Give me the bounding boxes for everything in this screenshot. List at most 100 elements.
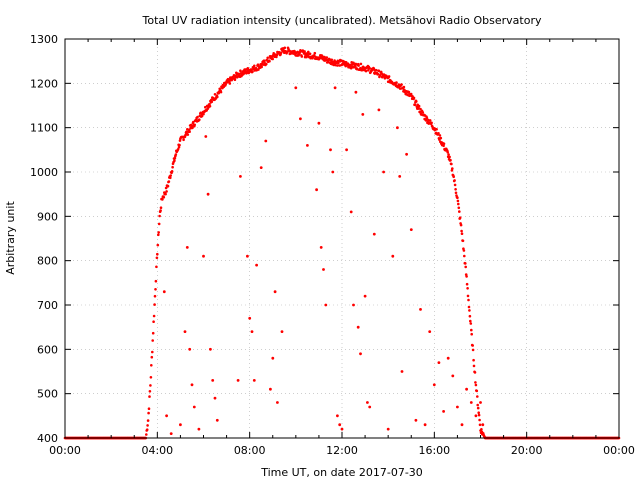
- data-point: [470, 332, 474, 336]
- data-point-outlier: [280, 330, 284, 333]
- data-point: [153, 303, 156, 306]
- data-point-outlier: [405, 152, 408, 156]
- data-point: [151, 350, 154, 354]
- data-point-outlier: [188, 347, 192, 351]
- y-tick-label: 700: [37, 299, 58, 312]
- data-point: [465, 282, 469, 286]
- data-point: [159, 209, 162, 212]
- data-point: [359, 62, 363, 66]
- data-point: [155, 265, 158, 269]
- data-point: [263, 59, 266, 63]
- data-point-outlier: [359, 352, 362, 356]
- data-point: [458, 216, 462, 219]
- data-point-outlier: [324, 303, 328, 307]
- data-point: [425, 116, 429, 120]
- x-tick-label: 00:00: [603, 444, 635, 457]
- data-point: [303, 50, 306, 53]
- data-point-outlier: [306, 144, 309, 147]
- data-point: [454, 188, 457, 191]
- data-point: [472, 358, 475, 362]
- data-point: [450, 162, 453, 166]
- data-point: [268, 60, 271, 63]
- data-point: [383, 77, 387, 80]
- data-point-outlier: [352, 303, 355, 307]
- data-point-outlier: [460, 423, 464, 427]
- data-point: [462, 249, 466, 252]
- x-tick-label: 04:00: [141, 444, 173, 457]
- data-point: [400, 83, 403, 86]
- data-point: [466, 287, 469, 290]
- data-point: [208, 104, 212, 108]
- data-point: [152, 314, 156, 318]
- data-point: [210, 100, 214, 104]
- data-point: [478, 418, 481, 422]
- data-point-outlier: [273, 290, 277, 294]
- data-point: [472, 364, 476, 368]
- data-point-outlier: [432, 383, 436, 387]
- data-point: [154, 288, 157, 291]
- data-point: [300, 55, 304, 58]
- data-point: [272, 52, 276, 55]
- data-point-outlier: [377, 108, 381, 112]
- data-point: [148, 390, 152, 393]
- x-tick-label: 20:00: [511, 444, 543, 457]
- data-point-outlier: [192, 405, 196, 409]
- data-point: [158, 214, 161, 218]
- data-point: [461, 239, 465, 243]
- data-point-outlier: [363, 294, 367, 298]
- y-tick-label: 1000: [30, 166, 58, 179]
- data-point: [354, 65, 357, 68]
- data-point: [174, 153, 178, 156]
- data-point: [152, 320, 155, 324]
- data-point: [421, 111, 425, 114]
- data-point-outlier: [451, 374, 455, 378]
- data-point-outlier: [255, 263, 258, 267]
- data-point: [169, 176, 172, 180]
- data-point: [464, 262, 467, 265]
- y-tick-label: 800: [37, 255, 58, 268]
- data-point-outlier: [169, 432, 173, 435]
- data-point-outlier: [252, 379, 256, 382]
- gridlines: [65, 39, 619, 438]
- y-tick-label: 500: [37, 388, 58, 401]
- data-point: [467, 298, 470, 302]
- data-point: [395, 81, 398, 84]
- chart-title: Total UV radiation intensity (uncalibrat…: [142, 14, 542, 27]
- data-point-outlier: [419, 308, 422, 311]
- data-point: [460, 232, 464, 235]
- data-point: [279, 51, 283, 54]
- data-point-outlier: [456, 405, 459, 409]
- data-point: [457, 206, 461, 210]
- data-point: [154, 279, 158, 283]
- data-point: [233, 78, 237, 81]
- y-tick-label: 1200: [30, 77, 58, 90]
- data-point-outlier: [331, 170, 335, 174]
- data-point: [302, 52, 306, 55]
- data-point: [453, 183, 457, 187]
- x-tick-label: 16:00: [418, 444, 450, 457]
- data-point-outlier: [319, 246, 323, 249]
- data-point: [219, 90, 223, 94]
- data-point-outlier: [317, 121, 321, 125]
- data-point: [165, 190, 168, 193]
- data-point: [265, 62, 268, 66]
- data-point-outlier: [299, 117, 302, 121]
- data-point-outlier: [333, 86, 337, 90]
- data-point: [357, 64, 360, 67]
- data-point: [469, 319, 472, 323]
- data-point-outlier: [215, 418, 219, 422]
- data-point: [473, 371, 477, 374]
- data-point-outlier: [398, 175, 402, 178]
- data-point-outlier: [361, 113, 365, 116]
- data-point-outlier: [356, 325, 360, 329]
- data-point: [451, 167, 454, 170]
- data-point-outlier: [474, 414, 478, 418]
- data-point: [402, 85, 406, 89]
- x-axis-label: Time UT, on date 2017-07-30: [260, 466, 423, 479]
- data-point-outlier: [206, 192, 210, 196]
- data-point-outlier: [349, 210, 353, 214]
- data-point: [169, 174, 172, 177]
- data-point: [376, 72, 380, 76]
- data-point: [148, 395, 151, 398]
- y-tick-label: 900: [37, 210, 58, 223]
